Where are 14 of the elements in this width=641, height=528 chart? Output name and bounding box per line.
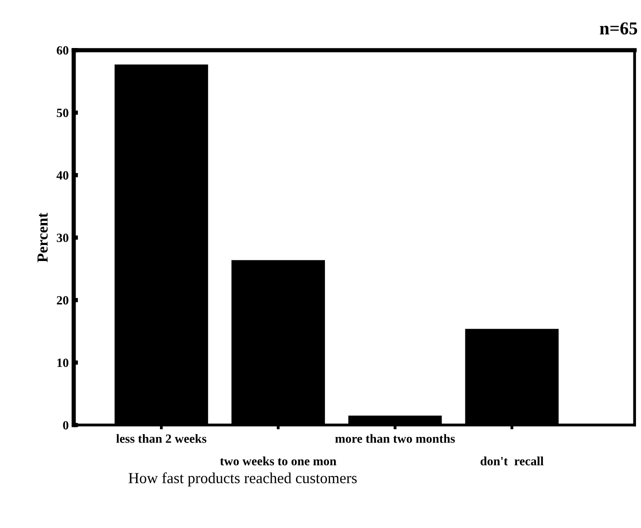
y-tick-label: 20 xyxy=(56,296,68,305)
y-tick-label: 0 xyxy=(63,421,68,430)
y-tick-label: 30 xyxy=(56,234,68,242)
x-tick-label: less than 2 weeks xyxy=(116,434,206,443)
x-tick-label: two weeks to one mon xyxy=(220,456,336,466)
x-tick-label: more than two months xyxy=(335,434,455,443)
y-tick-label: 10 xyxy=(57,358,68,368)
y-tick-label: 40 xyxy=(56,171,68,180)
y-axis-title: Percent xyxy=(38,212,48,262)
y-tick-label: 50 xyxy=(56,108,68,118)
text: n=65 xyxy=(600,22,638,34)
x-tick-label: don't recall xyxy=(480,456,544,466)
y-tick-label: 60 xyxy=(56,46,68,55)
text: How fast products reached customers xyxy=(128,472,357,486)
